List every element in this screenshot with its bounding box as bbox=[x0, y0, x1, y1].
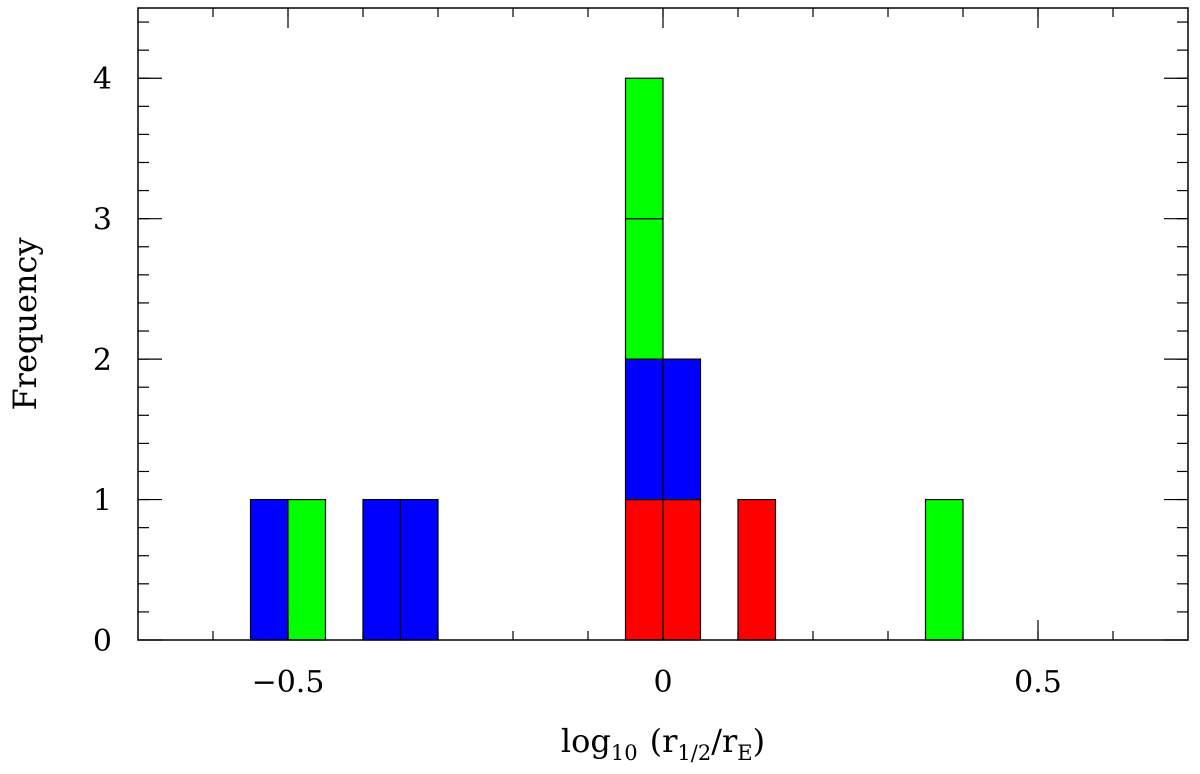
bar-segment-2-0-blue bbox=[362, 498, 402, 641]
bar-segment-7-0-green bbox=[924, 498, 964, 641]
bar-segment-5-0-red bbox=[662, 498, 702, 641]
x-label-close: ) bbox=[753, 722, 765, 760]
x-label-num-sub: 1/2 bbox=[677, 741, 711, 765]
x-label-slash: /r bbox=[711, 722, 738, 760]
bar-segment-4-3-green bbox=[624, 77, 664, 220]
ticks-group bbox=[138, 8, 1188, 641]
bar-segment-0-0-blue bbox=[249, 498, 289, 641]
x-axis-label: log10 (r1/2/rE) bbox=[561, 722, 765, 765]
bar-segment-1-0-green bbox=[287, 498, 327, 641]
bar-segment-4-2-green bbox=[624, 218, 664, 360]
x-label-open: (r bbox=[650, 722, 678, 760]
y-tick-label: 4 bbox=[93, 62, 112, 97]
x-label-base-sub: 10 bbox=[611, 741, 638, 765]
bar-segment-4-1-blue bbox=[624, 358, 664, 501]
x-tick-label: 0.5 bbox=[1014, 665, 1062, 700]
y-tick-label: 2 bbox=[93, 343, 112, 378]
bar-segment-6-0-red bbox=[737, 498, 777, 641]
bars-group bbox=[249, 77, 964, 641]
y-axis-label: Frequency bbox=[6, 237, 44, 410]
x-tick-label: 0 bbox=[653, 665, 672, 700]
bar-segment-5-1-blue bbox=[662, 358, 702, 501]
y-tick-label: 3 bbox=[93, 203, 112, 238]
x-label-log: log bbox=[561, 722, 611, 760]
bar-segment-4-0-red bbox=[624, 498, 664, 641]
y-tick-label: 1 bbox=[93, 484, 112, 519]
bar-segment-3-0-blue bbox=[399, 498, 439, 641]
y-tick-labels: 0 1 2 3 4 bbox=[93, 62, 112, 659]
x-label-den-sub: E bbox=[737, 741, 752, 765]
x-tick-labels: −0.5 0 0.5 bbox=[252, 665, 1062, 700]
x-tick-label: −0.5 bbox=[252, 665, 325, 700]
y-tick-label: 0 bbox=[93, 624, 112, 659]
